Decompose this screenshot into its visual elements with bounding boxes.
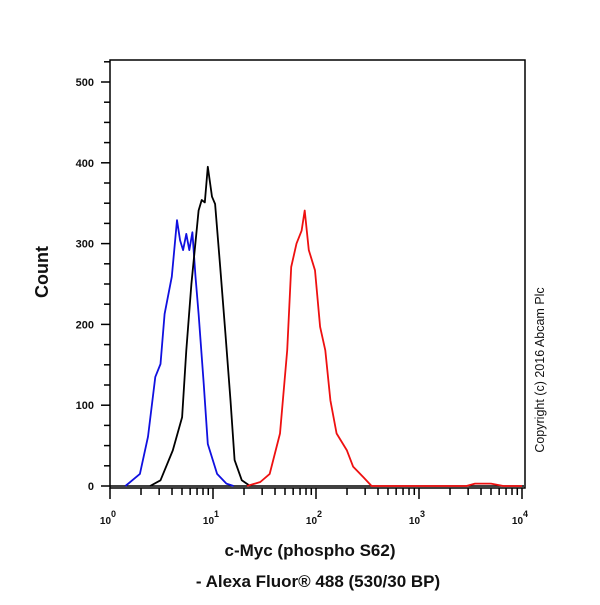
- x-tick-label: 101: [203, 509, 219, 527]
- x-axis-label-line2: - Alexa Fluor® 488 (530/30 BP): [196, 572, 440, 591]
- x-tick-base: 10: [100, 516, 112, 527]
- histogram-series-1: [149, 165, 251, 487]
- x-tick-base: 10: [203, 516, 215, 527]
- histogram-series-2: [246, 209, 522, 487]
- histogram-series-0: [124, 219, 234, 487]
- y-tick-label: 0: [88, 481, 94, 493]
- y-tick-label: 500: [76, 77, 94, 89]
- x-tick-exponent: 3: [420, 509, 425, 519]
- x-tick-exponent: 0: [111, 509, 116, 519]
- y-tick-label: 100: [76, 400, 94, 412]
- x-tick-exponent: 2: [317, 509, 322, 519]
- plot-frame: [109, 59, 526, 489]
- x-tick-base: 10: [512, 516, 524, 527]
- x-tick-label: 104: [512, 509, 528, 527]
- y-tick-label: 200: [76, 319, 94, 331]
- x-tick-label: 100: [100, 509, 116, 527]
- y-tick-label: 300: [76, 239, 94, 251]
- y-axis: 0 100 200 300 400 500: [76, 61, 110, 493]
- x-tick-base: 10: [306, 516, 318, 527]
- series-group: [110, 165, 524, 487]
- x-tick-label: 103: [409, 509, 425, 527]
- y-tick-label: 400: [76, 158, 94, 170]
- x-tick-exponent: 4: [523, 509, 528, 519]
- x-tick-label: 102: [306, 509, 322, 527]
- x-axis-label-line1: c-Myc (phospho S62): [225, 541, 396, 560]
- y-axis-label: Count: [32, 246, 52, 298]
- x-tick-exponent: 1: [214, 509, 219, 519]
- copyright-watermark: Copyright (c) 2016 Abcam Plc: [533, 287, 547, 452]
- x-tick-base: 10: [409, 516, 421, 527]
